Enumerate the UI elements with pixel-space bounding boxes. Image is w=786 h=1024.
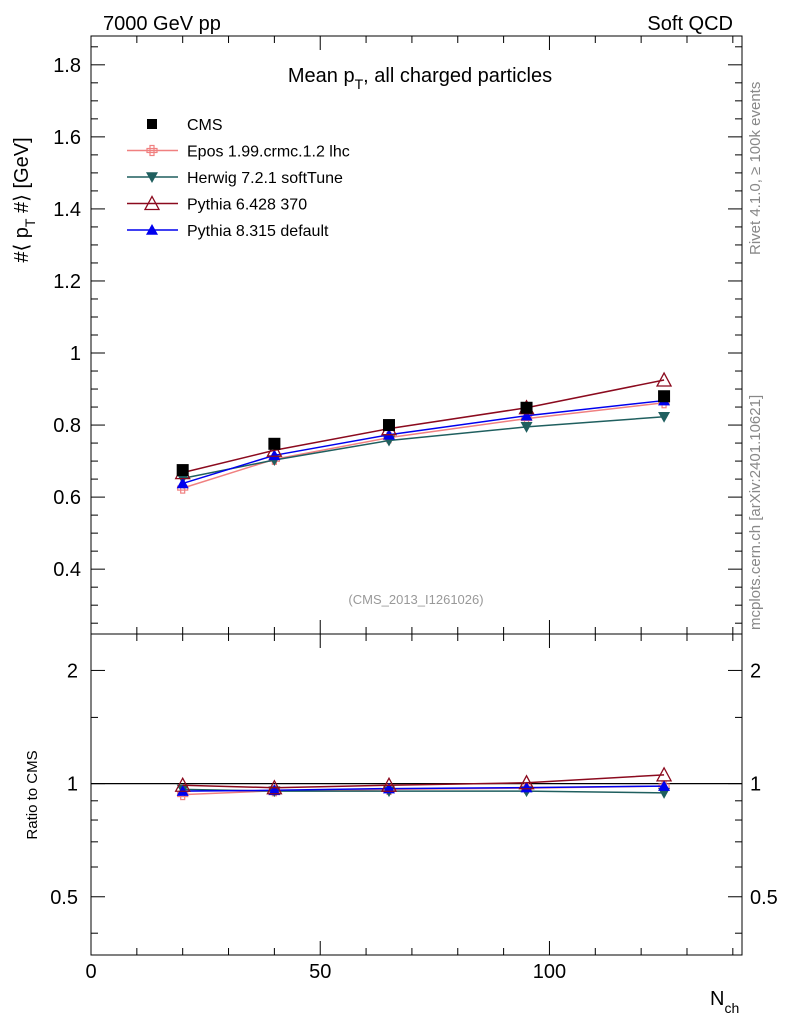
main-series-layer bbox=[174, 371, 673, 494]
ratio-point-pythia-8-315-default bbox=[268, 784, 281, 796]
y-axis-label-sub: T bbox=[22, 218, 38, 227]
y-tick-label: 0.6 bbox=[53, 487, 81, 509]
mcplots-label: mcplots.cern.ch [arXiv:2401.10621] bbox=[747, 395, 764, 630]
y-axis-label-part2: #⟩ [GeV] bbox=[11, 137, 33, 218]
legend-marker-epos-1-99-crmc-1-2-lhc bbox=[146, 144, 158, 157]
data-point-cms bbox=[268, 437, 281, 450]
legend-label-herwig-7-2-1-softtune: Herwig 7.2.1 softTune bbox=[187, 170, 343, 187]
header-right: Soft QCD bbox=[647, 13, 733, 35]
data-point-herwig-7-2-1-softtune bbox=[520, 422, 533, 433]
ratio-tick-label-right: 1 bbox=[750, 774, 761, 796]
y-tick-label: 1 bbox=[70, 343, 81, 365]
plot-title-rest: , all charged particles bbox=[363, 65, 552, 87]
analysis-label: (CMS_2013_I1261026) bbox=[348, 592, 483, 607]
y-tick-label: 1.4 bbox=[53, 199, 81, 221]
ratio-point-pythia-6-428-370 bbox=[655, 766, 673, 782]
ratio-point-pythia-8-315-default bbox=[520, 781, 533, 793]
series-line-pythia-8-315-default bbox=[182, 399, 665, 485]
rivet-version-label: Rivet 4.1.0, ≥ 100k events bbox=[747, 82, 764, 255]
series-line-epos-1-99-crmc-1-2-lhc bbox=[182, 401, 665, 489]
legend-marker-cms bbox=[147, 119, 157, 129]
x-tick-label: 100 bbox=[533, 961, 566, 983]
data-point-herwig-7-2-1-softtune bbox=[658, 411, 671, 423]
ratio-tick-label-left: 2 bbox=[67, 660, 78, 682]
ratio-point-pythia-6-428-370 bbox=[266, 779, 283, 795]
y-tick-label: 1.2 bbox=[53, 271, 81, 293]
y-axis-label-part1: #⟨ p bbox=[11, 227, 33, 263]
ratio-plot-frame bbox=[90, 633, 743, 956]
ratio-point-pythia-6-428-370 bbox=[380, 776, 398, 792]
ratio-tick-label-left: 1 bbox=[67, 774, 78, 796]
ratio-series-layer bbox=[174, 766, 673, 801]
data-point-cms bbox=[658, 390, 671, 403]
y-tick-label: 0.4 bbox=[53, 559, 81, 581]
x-axis-label: Nch bbox=[710, 988, 739, 1016]
legend: CMS Epos 1.99.crmc.1.2 lhc Herwig 7.2.1 so… bbox=[127, 117, 350, 240]
data-point-cms bbox=[382, 419, 395, 432]
data-point-cms bbox=[176, 464, 189, 477]
ratio-tick-label-left: 0.5 bbox=[50, 887, 78, 909]
y-axis-label: #⟨ pT #⟩ [GeV] bbox=[11, 137, 38, 262]
ratio-tick-label-right: 2 bbox=[750, 660, 761, 682]
x-axis-label-main: N bbox=[710, 988, 724, 1010]
ratio-tick-label-right: 0.5 bbox=[750, 887, 778, 909]
data-point-pythia-8-315-default bbox=[520, 409, 533, 421]
series-line-pythia-6-428-370 bbox=[182, 379, 665, 474]
y-tick-label: 0.8 bbox=[53, 415, 81, 437]
ratio-line-pythia-6-428-370 bbox=[182, 774, 665, 789]
legend-marker-epos-1-99-crmc-1-2-lhc-v bbox=[149, 144, 155, 157]
ratio-point-pythia-8-315-default bbox=[658, 780, 671, 791]
series-line-herwig-7-2-1-softtune bbox=[182, 416, 665, 480]
x-axis-label-sub: ch bbox=[724, 1000, 739, 1016]
plot-title-main: Mean p bbox=[288, 65, 355, 87]
legend-label-pythia-8-315-default: Pythia 8.315 default bbox=[187, 223, 329, 240]
y-tick-label: 1.8 bbox=[53, 55, 81, 77]
x-tick-label: 50 bbox=[309, 961, 331, 983]
data-point-pythia-8-315-default bbox=[268, 449, 281, 461]
ratio-axis-label: Ratio to CMS bbox=[24, 750, 41, 839]
ratio-point-pythia-8-315-default bbox=[176, 785, 189, 796]
legend-marker-pythia-8-315-default bbox=[146, 224, 158, 235]
plot-title: Mean pT, all charged particles bbox=[288, 65, 552, 92]
legend-label-pythia-6-428-370: Pythia 6.428 370 bbox=[187, 197, 307, 214]
axis-ticks: 0 50 100 0.4 0.6 0.8 1 1.2 1.4 1.6 1.8 0.5 0.5 1 1 2 2 bbox=[50, 36, 778, 983]
header-left: 7000 GeV pp bbox=[103, 13, 221, 35]
legend-marker-epos-1-99-crmc-1-2-lhc-h bbox=[146, 147, 158, 154]
ratio-point-pythia-6-428-370 bbox=[518, 774, 535, 790]
legend-marker-pythia-6-428-370 bbox=[143, 195, 161, 211]
legend-label-epos-1-99-crmc-1-2-lhc: Epos 1.99.crmc.1.2 lhc bbox=[187, 144, 350, 161]
plot-title-sub: T bbox=[355, 76, 364, 92]
legend-marker-herwig-7-2-1-softtune bbox=[146, 172, 158, 183]
data-point-cms bbox=[520, 401, 533, 414]
data-point-pythia-6-428-370 bbox=[655, 371, 673, 387]
legend-label-cms: CMS bbox=[187, 117, 223, 134]
ratio-point-pythia-6-428-370 bbox=[174, 776, 191, 792]
data-point-pythia-8-315-default bbox=[176, 477, 189, 489]
x-tick-label: 0 bbox=[85, 961, 96, 983]
y-tick-label: 1.6 bbox=[53, 127, 81, 149]
